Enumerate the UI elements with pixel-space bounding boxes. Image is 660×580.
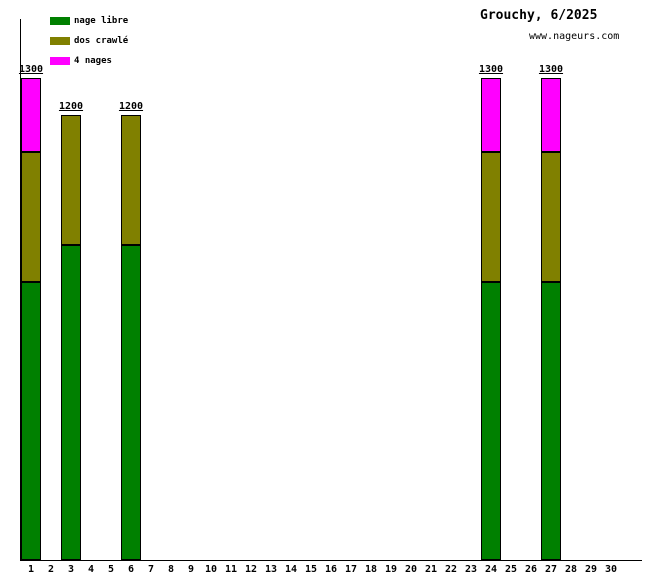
legend-item-nage-libre: nage libre: [50, 15, 250, 27]
legend-label: 4 nages: [74, 55, 112, 66]
x-axis-label-day-23: 23: [464, 564, 478, 575]
bar-day-3-total-label: 1200: [58, 101, 84, 112]
bar-day-27-segment-dos-crawl-: [541, 152, 561, 282]
bar-day-6-total-label: 1200: [118, 101, 144, 112]
x-axis-label-day-26: 26: [524, 564, 538, 575]
bar-day-1-segment-nage-libre: [21, 282, 41, 560]
bar-day-27-segment-nage-libre: [541, 282, 561, 560]
bar-day-27-segment-4-nages: [541, 78, 561, 152]
bar-day-24-segment-nage-libre: [481, 282, 501, 560]
bar-day-1-total-label: 1300: [18, 64, 44, 75]
x-axis-label-day-3: 3: [67, 564, 75, 575]
legend: nage libre dos crawlé 4 nages: [50, 15, 250, 75]
bar-day-3-segment-nage-libre: [61, 245, 81, 560]
x-axis-label-day-16: 16: [324, 564, 338, 575]
x-axis-label-day-14: 14: [284, 564, 298, 575]
x-axis-label-day-29: 29: [584, 564, 598, 575]
bar-day-3-segment-dos-crawl-: [61, 115, 81, 245]
x-axis-label-day-12: 12: [244, 564, 258, 575]
x-axis-label-day-7: 7: [147, 564, 155, 575]
bar-day-27-total-label: 1300: [538, 64, 564, 75]
x-axis-label-day-15: 15: [304, 564, 318, 575]
bar-day-24-segment-dos-crawl-: [481, 152, 501, 282]
x-axis-label-day-5: 5: [107, 564, 115, 575]
x-axis-label-day-17: 17: [344, 564, 358, 575]
x-axis-label-day-1: 1: [27, 564, 35, 575]
x-axis-label-day-25: 25: [504, 564, 518, 575]
x-axis-label-day-28: 28: [564, 564, 578, 575]
legend-swatch-icon: [50, 57, 70, 65]
bar-day-1-segment-4-nages: [21, 78, 41, 152]
x-axis-label-day-9: 9: [187, 564, 195, 575]
bar-day-1-segment-dos-crawl-: [21, 152, 41, 282]
x-axis-label-day-24: 24: [484, 564, 498, 575]
bar-day-6-segment-dos-crawl-: [121, 115, 141, 245]
x-axis-label-day-27: 27: [544, 564, 558, 575]
x-axis-label-day-20: 20: [404, 564, 418, 575]
legend-label: nage libre: [74, 15, 129, 26]
y-axis-line: [20, 19, 21, 560]
bar-day-24-segment-4-nages: [481, 78, 501, 152]
x-axis-label-day-11: 11: [224, 564, 238, 575]
legend-item-4-nages: 4 nages: [50, 55, 250, 67]
bar-day-6-segment-nage-libre: [121, 245, 141, 560]
x-axis-label-day-21: 21: [424, 564, 438, 575]
x-axis-label-day-19: 19: [384, 564, 398, 575]
legend-swatch-icon: [50, 17, 70, 25]
x-axis-label-day-8: 8: [167, 564, 175, 575]
x-axis-label-day-30: 30: [604, 564, 618, 575]
x-axis-label-day-22: 22: [444, 564, 458, 575]
site-url: www.nageurs.com: [529, 31, 620, 42]
x-axis-label-day-18: 18: [364, 564, 378, 575]
x-axis-label-day-2: 2: [47, 564, 55, 575]
x-axis-label-day-6: 6: [127, 564, 135, 575]
x-axis-label-day-13: 13: [264, 564, 278, 575]
x-axis-label-day-4: 4: [87, 564, 95, 575]
legend-label: dos crawlé: [74, 35, 129, 46]
x-axis-line: [20, 560, 642, 561]
x-axis-label-day-10: 10: [204, 564, 218, 575]
legend-swatch-icon: [50, 37, 70, 45]
chart-title: Grouchy, 6/2025: [480, 8, 598, 23]
legend-item-dos-crawl-: dos crawlé: [50, 35, 250, 47]
bar-day-24-total-label: 1300: [478, 64, 504, 75]
